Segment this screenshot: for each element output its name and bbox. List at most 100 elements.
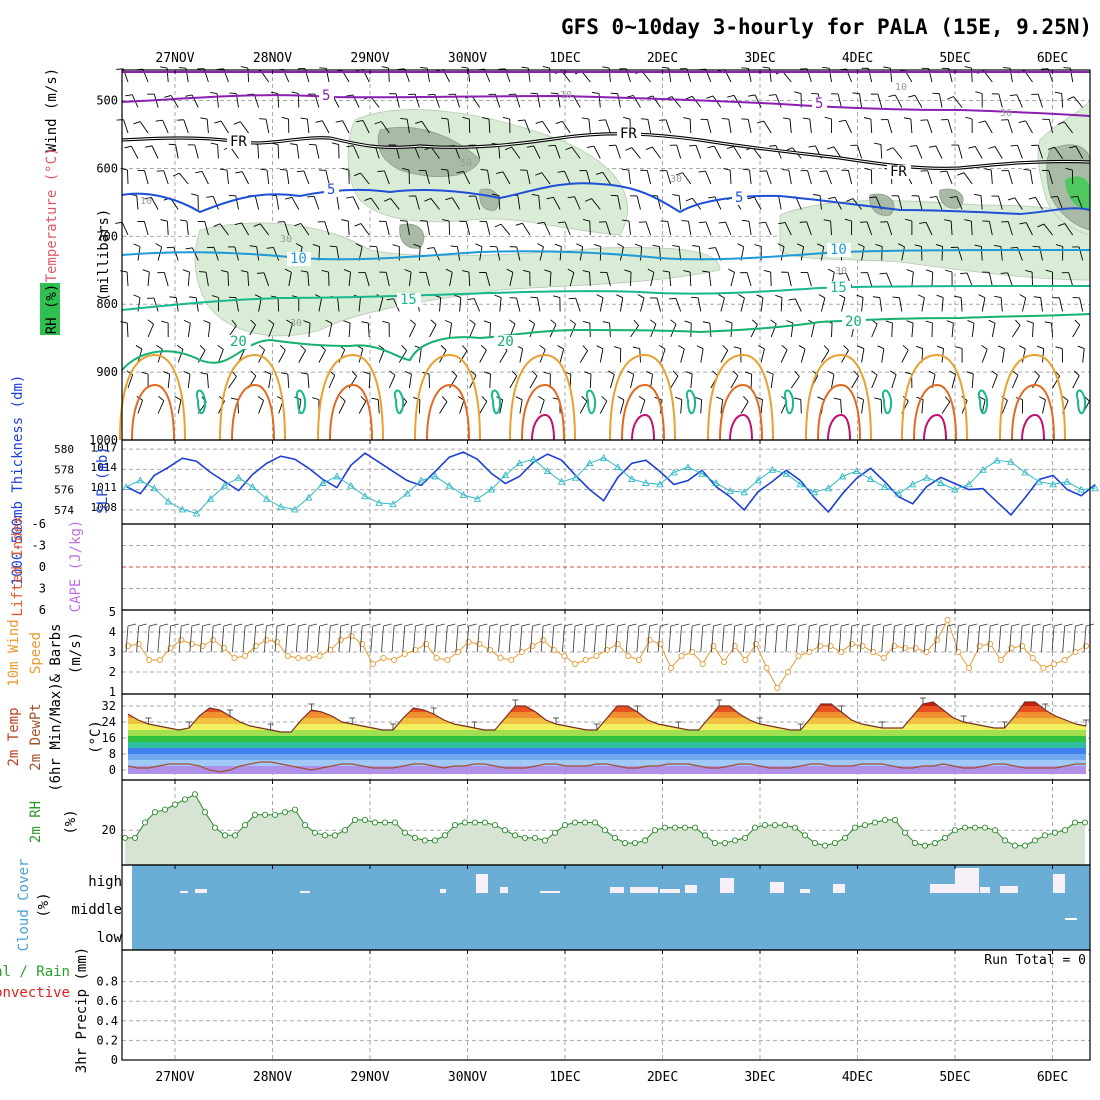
wind-barb	[975, 91, 983, 94]
wind-barb	[479, 349, 487, 363]
wind10-line-marker	[295, 654, 302, 662]
wind-barb	[870, 118, 873, 134]
wind10-barb-flag	[713, 623, 722, 627]
wind-barb	[1026, 320, 1034, 324]
wind-barb	[908, 94, 916, 98]
slp-line-marker	[417, 476, 425, 484]
rh2m-line-marker	[981, 824, 989, 831]
wind-barb	[182, 269, 190, 273]
wind10-line-marker	[305, 654, 313, 662]
wind-barb	[569, 272, 575, 287]
wind-barb	[155, 119, 163, 122]
wind-barb	[901, 246, 905, 261]
temp-contour-25	[414, 353, 481, 441]
wind10-barb	[487, 625, 491, 653]
temp-contour-15	[121, 284, 1090, 311]
wind10-ylabel-c: & Barbs	[48, 623, 64, 682]
temp-contour-30	[521, 383, 565, 441]
wind-barb	[160, 66, 168, 69]
thickness-ylabel: 1000-500mb Thickness (dm)	[10, 375, 26, 586]
wind-barb	[606, 272, 611, 287]
data-layer	[115, 65, 1100, 950]
wind-barb	[220, 168, 228, 171]
wind-barb	[300, 372, 308, 375]
date-label-bottom: 29NOV	[350, 1070, 389, 1085]
wind-barb	[794, 298, 802, 312]
wind-barb	[214, 120, 222, 124]
wind-barb	[259, 118, 267, 120]
wind-barb	[723, 168, 731, 171]
wind-barb	[728, 268, 735, 273]
wind-barb	[675, 298, 682, 312]
rh2m-line-marker	[501, 827, 509, 834]
date-label-top: 4DEC	[842, 51, 873, 66]
wind10-barb-flag	[425, 623, 435, 627]
rh2m-line-marker	[271, 811, 279, 818]
wind-barb	[177, 399, 182, 414]
rh2m-line-marker	[961, 824, 969, 831]
wind-barb	[339, 395, 346, 402]
wind-barb	[737, 243, 744, 248]
wind-barb	[633, 319, 639, 326]
wind-barb	[760, 297, 764, 312]
rh-dark-area	[869, 193, 895, 216]
wind-barb	[385, 272, 390, 287]
wind-barb	[253, 94, 260, 108]
wind-barb	[681, 220, 689, 222]
wind-barb	[450, 245, 458, 248]
temp-contour-30	[231, 383, 275, 441]
wind10-line-marker	[763, 664, 770, 672]
wind-barb	[279, 345, 286, 351]
date-label-bottom: 27NOV	[155, 1070, 194, 1085]
wind10-barb	[359, 625, 363, 653]
wind-barb	[258, 297, 262, 312]
wind10-barb	[157, 625, 161, 653]
cloud-gap	[980, 887, 990, 893]
wind-barb	[720, 399, 724, 414]
wind-barb	[296, 170, 304, 173]
wind-barb	[581, 396, 588, 402]
wind-barb	[861, 246, 865, 261]
rh2m-line-marker	[351, 816, 359, 823]
rh2m-line-marker	[491, 822, 499, 829]
wind-barb	[881, 348, 885, 363]
wind-barb	[638, 221, 647, 223]
wind-barb	[408, 374, 412, 389]
wind-barb	[352, 145, 360, 159]
wind-barb	[579, 246, 584, 261]
rh-contour-label: 10	[140, 196, 152, 207]
wind10-barb	[285, 625, 289, 653]
temp-contour-20-cell	[195, 389, 207, 415]
wind-barb	[511, 146, 521, 159]
wind10-barb	[742, 625, 746, 653]
wind10-barb-flag	[127, 623, 137, 627]
upper-ylabel-temp: Temperature (°C)	[44, 148, 60, 283]
wind-barb	[161, 320, 169, 324]
wind-barb	[788, 298, 796, 301]
wind-barb	[586, 145, 595, 148]
wind-barb	[1047, 146, 1055, 150]
wind-barb	[777, 243, 785, 248]
wind-barb	[219, 223, 229, 236]
wind-barb	[806, 221, 812, 236]
wind-barb	[249, 245, 257, 248]
wind-barb	[698, 170, 706, 173]
temp-contour-25	[805, 353, 872, 441]
wind10-line-marker	[210, 636, 217, 644]
pressure-tick-label: 700	[96, 229, 118, 243]
wind-barb	[689, 144, 697, 147]
wind-barb	[130, 146, 139, 159]
wind-barb	[861, 297, 864, 312]
wind-barb	[871, 370, 878, 376]
temp-contour-30	[329, 383, 373, 441]
temp2m-ylabel-c: (6hr Min/Max)	[48, 682, 64, 792]
wind-barb	[964, 66, 972, 69]
wind10-barb	[732, 625, 736, 653]
wind-barb	[877, 93, 883, 108]
slp-line-marker	[754, 476, 762, 484]
wind-barb	[599, 297, 604, 312]
wind10-line-marker	[806, 648, 813, 656]
wind10-barb-flag	[809, 623, 818, 627]
rh2m-line-marker	[741, 834, 749, 841]
wind10-line-marker	[231, 654, 238, 662]
